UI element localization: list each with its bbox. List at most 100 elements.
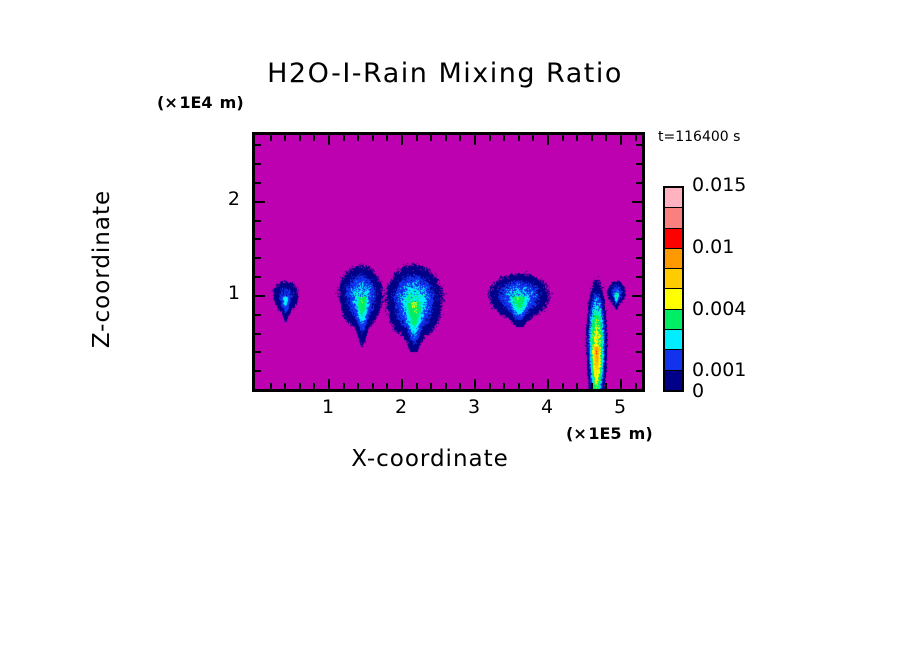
axis-tick [532, 135, 535, 141]
x-tick-label: 4 [541, 396, 554, 418]
axis-tick [532, 383, 535, 389]
page-title: H2O-I-Rain Mixing Ratio [267, 58, 623, 89]
axis-tick [636, 144, 642, 147]
axis-tick [636, 332, 642, 335]
x-tick-label: 1 [321, 396, 335, 418]
axis-tick [561, 135, 564, 141]
axis-tick [255, 163, 261, 166]
colorbar-tick-label: 0.01 [692, 235, 735, 258]
axis-tick [357, 383, 360, 389]
axis-tick [503, 135, 506, 141]
axis-tick [313, 135, 316, 141]
axis-tick [255, 313, 261, 316]
axis-tick [620, 379, 623, 389]
axis-tick [269, 383, 272, 389]
colorbar-tick-label: 0.001 [692, 359, 747, 382]
axis-tick [488, 135, 491, 141]
y-axis-title: Z-coordinate [89, 189, 115, 349]
y-tick-label: 1 [227, 281, 240, 304]
axis-tick [415, 135, 418, 141]
axis-tick [255, 238, 261, 241]
axis-tick [459, 383, 462, 389]
axis-tick [342, 135, 345, 141]
axis-tick [430, 383, 433, 389]
axis-tick [255, 182, 261, 185]
axis-tick [561, 383, 564, 389]
axis-tick [620, 135, 623, 145]
x-tick-label: 5 [614, 396, 627, 418]
axis-tick [386, 383, 389, 389]
time-annotation: t=116400 s [658, 129, 741, 145]
axis-tick [634, 135, 637, 141]
x-tick-label: 3 [468, 396, 481, 418]
colorbar-band [665, 288, 682, 309]
y-axis-multiplier-label: (× 1E4 m) [157, 93, 244, 112]
axis-tick [386, 135, 389, 141]
axis-tick [634, 383, 637, 389]
axis-tick [342, 383, 345, 389]
axis-tick [415, 383, 418, 389]
axis-tick [255, 144, 261, 147]
axis-tick [636, 257, 642, 260]
colorbar-band [665, 308, 682, 330]
plot-area [252, 132, 645, 392]
colorbar-band [665, 329, 682, 350]
axis-tick [444, 383, 447, 389]
colorbar-tick-label: 0.015 [692, 174, 747, 196]
colorbar-band [665, 247, 682, 269]
axis-tick [590, 383, 593, 389]
axis-tick [298, 383, 301, 389]
axis-tick [284, 383, 287, 389]
axis-tick [298, 135, 301, 141]
axis-tick [255, 332, 261, 335]
axis-tick [401, 135, 404, 145]
x-axis-multiplier-label: (× 1E5 m) [566, 424, 653, 443]
axis-tick [636, 351, 642, 354]
axis-tick [576, 135, 579, 141]
axis-tick [547, 379, 550, 389]
axis-tick [357, 135, 360, 141]
axis-tick [284, 135, 287, 141]
axis-tick [517, 135, 520, 141]
axis-tick [636, 238, 642, 241]
axis-tick [636, 182, 642, 185]
y-tick-label: 2 [227, 187, 240, 210]
colorbar-band [665, 188, 682, 208]
axis-tick [636, 313, 642, 316]
colorbar-tick-label: 0.004 [692, 297, 747, 320]
axis-tick [636, 163, 642, 166]
axis-tick [255, 219, 261, 222]
axis-tick [255, 370, 261, 373]
axis-tick [576, 383, 579, 389]
colorbar-band [665, 207, 682, 228]
x-axis-title: X-coordinate [351, 446, 509, 472]
axis-tick [328, 379, 331, 389]
x-tick-label: 2 [394, 396, 408, 418]
axis-tick [255, 257, 261, 260]
axis-tick [255, 276, 261, 279]
heatmap-canvas [255, 135, 642, 389]
axis-tick [547, 135, 550, 145]
axis-tick [636, 219, 642, 222]
axis-tick [636, 370, 642, 373]
axis-tick [459, 135, 462, 141]
axis-tick [636, 276, 642, 279]
axis-tick [371, 135, 374, 141]
axis-tick [371, 383, 374, 389]
axis-tick [503, 383, 506, 389]
axis-tick [517, 383, 520, 389]
axis-tick [632, 200, 642, 203]
axis-tick [255, 200, 265, 203]
axis-tick [605, 135, 608, 141]
axis-tick [401, 379, 404, 389]
axis-tick [328, 135, 331, 145]
axis-tick [474, 135, 477, 145]
axis-tick [488, 383, 491, 389]
axis-tick [474, 379, 477, 389]
colorbar-band [665, 369, 682, 390]
colorbar-tick-label: 0 [692, 380, 705, 402]
axis-tick [313, 383, 316, 389]
axis-tick [590, 135, 593, 141]
axis-tick [444, 135, 447, 141]
